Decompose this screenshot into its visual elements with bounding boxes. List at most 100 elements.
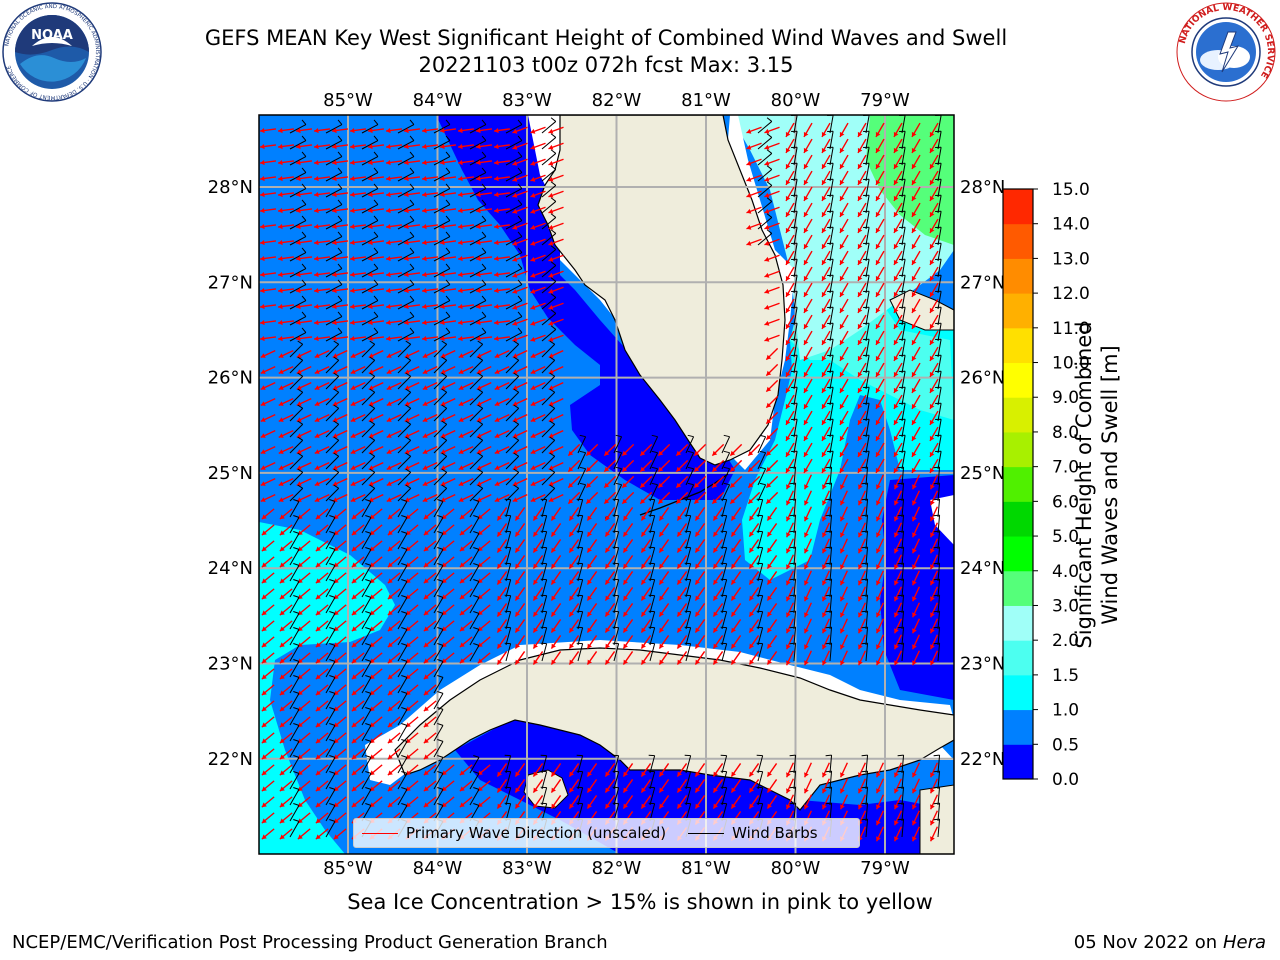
wave-arrow-head	[731, 643, 736, 649]
wind-barb-flag	[550, 165, 557, 170]
wave-arrow-head	[315, 834, 321, 840]
wave-arrow-head	[423, 578, 429, 584]
wave-arrow-head	[569, 803, 574, 809]
wind-barb	[361, 661, 372, 678]
wave-arrow-head	[587, 611, 592, 617]
wave-arrow-head	[839, 259, 845, 265]
wind-barb	[793, 499, 797, 518]
wind-barb	[289, 332, 307, 342]
wind-barb-flag	[789, 802, 796, 805]
wind-barb	[325, 597, 336, 614]
wind-barb	[397, 517, 408, 534]
wind-barb	[469, 645, 480, 662]
wind-barb	[757, 153, 773, 166]
wave-arrow-head	[422, 497, 428, 502]
wind-barb	[289, 204, 307, 214]
wave-arrow-head	[548, 224, 554, 230]
wave-arrow-head	[786, 564, 791, 570]
wind-barb-flag	[329, 499, 336, 502]
wave-arrow-head	[440, 239, 445, 246]
wind-barb	[613, 787, 620, 806]
wave-arrow-head	[530, 465, 536, 470]
wave-arrow-head	[497, 627, 502, 633]
wave-arrow-head	[586, 466, 592, 472]
wind-barb	[541, 297, 557, 310]
wind-barb-flag	[513, 356, 520, 361]
wind-barb-flag	[897, 498, 904, 501]
wind-barb	[289, 549, 300, 566]
wave-arrow-head	[893, 307, 899, 313]
wave-arrow-head	[893, 355, 899, 361]
wind-barb	[469, 140, 487, 150]
wind-barb	[685, 499, 692, 518]
wave-arrow-head	[857, 307, 863, 313]
wave-arrow-head	[857, 259, 863, 265]
wind-barb-flag	[329, 595, 336, 598]
wind-barb-flag	[401, 563, 408, 566]
wave-arrow-head	[260, 497, 266, 502]
wave-arrow-head	[422, 239, 427, 246]
wave-arrow-head	[422, 287, 427, 294]
wave-arrow-head	[746, 192, 752, 198]
wave-arrow-head	[746, 160, 752, 166]
wave-arrow-head	[315, 802, 321, 808]
wind-barb	[865, 179, 870, 198]
wind-barb-flag	[437, 595, 444, 598]
wave-arrow-head	[821, 467, 827, 473]
wind-barb	[289, 709, 300, 726]
wind-barb-flag	[337, 295, 343, 301]
wave-arrow-head	[875, 403, 881, 409]
wind-barb-flag	[293, 643, 300, 646]
lon-label-bottom: 79°W	[860, 858, 910, 879]
wind-barb	[325, 316, 343, 326]
wave-arrow-head	[785, 275, 791, 281]
wave-arrow-head	[894, 484, 899, 490]
wave-arrow-head	[351, 562, 357, 568]
wave-arrow-head	[278, 433, 284, 438]
wave-arrow-head	[261, 610, 267, 616]
wave-arrow-head	[278, 497, 284, 502]
wave-arrow-head	[515, 595, 520, 601]
colorbar-tick-label: 1.0	[1052, 701, 1079, 721]
wave-arrow-head	[260, 191, 265, 198]
lat-label-right: 26°N	[960, 368, 1005, 389]
wave-arrow-head	[875, 307, 881, 313]
wave-arrow-head	[605, 643, 610, 649]
wave-arrow-head	[911, 259, 917, 265]
wave-arrow-head	[786, 772, 791, 778]
wind-barb	[757, 217, 773, 230]
wind-barb	[613, 755, 620, 774]
wind-barb	[613, 484, 623, 502]
wave-arrow-head	[386, 433, 392, 438]
wind-barb-flag	[405, 388, 412, 393]
wind-barb-flag	[333, 468, 340, 473]
wind-barb-flag	[481, 151, 487, 157]
wave-arrow-head	[315, 786, 321, 792]
wave-arrow-head	[351, 802, 357, 808]
wind-barb-flag	[481, 279, 487, 285]
wave-arrow-head	[749, 531, 754, 537]
wave-arrow-head	[876, 836, 881, 842]
wave-arrow-head	[296, 143, 301, 150]
wave-arrow-head	[839, 355, 845, 361]
wave-arrow-head	[350, 287, 355, 294]
wind-barb-flag	[933, 514, 940, 517]
wind-barb-flag	[293, 723, 300, 726]
wave-arrow-head	[515, 771, 520, 777]
wave-arrow-head	[804, 484, 809, 490]
wave-arrow-head	[731, 627, 736, 633]
colorbar-tick-label: 0.0	[1052, 770, 1079, 790]
wave-arrow-head	[422, 401, 428, 406]
wave-arrow-head	[875, 323, 881, 329]
wind-barb	[289, 284, 307, 294]
wind-barb-flag	[897, 466, 904, 469]
wind-barb	[541, 329, 557, 342]
wind-barb	[469, 471, 484, 486]
wave-arrow-head	[261, 738, 267, 744]
wind-barb-flag	[897, 754, 904, 757]
wave-arrow-head	[332, 303, 337, 310]
wave-arrow-head	[423, 674, 429, 680]
wind-barb-flag	[401, 691, 408, 694]
wind-barb	[649, 643, 656, 662]
wave-arrow-head	[404, 303, 409, 310]
